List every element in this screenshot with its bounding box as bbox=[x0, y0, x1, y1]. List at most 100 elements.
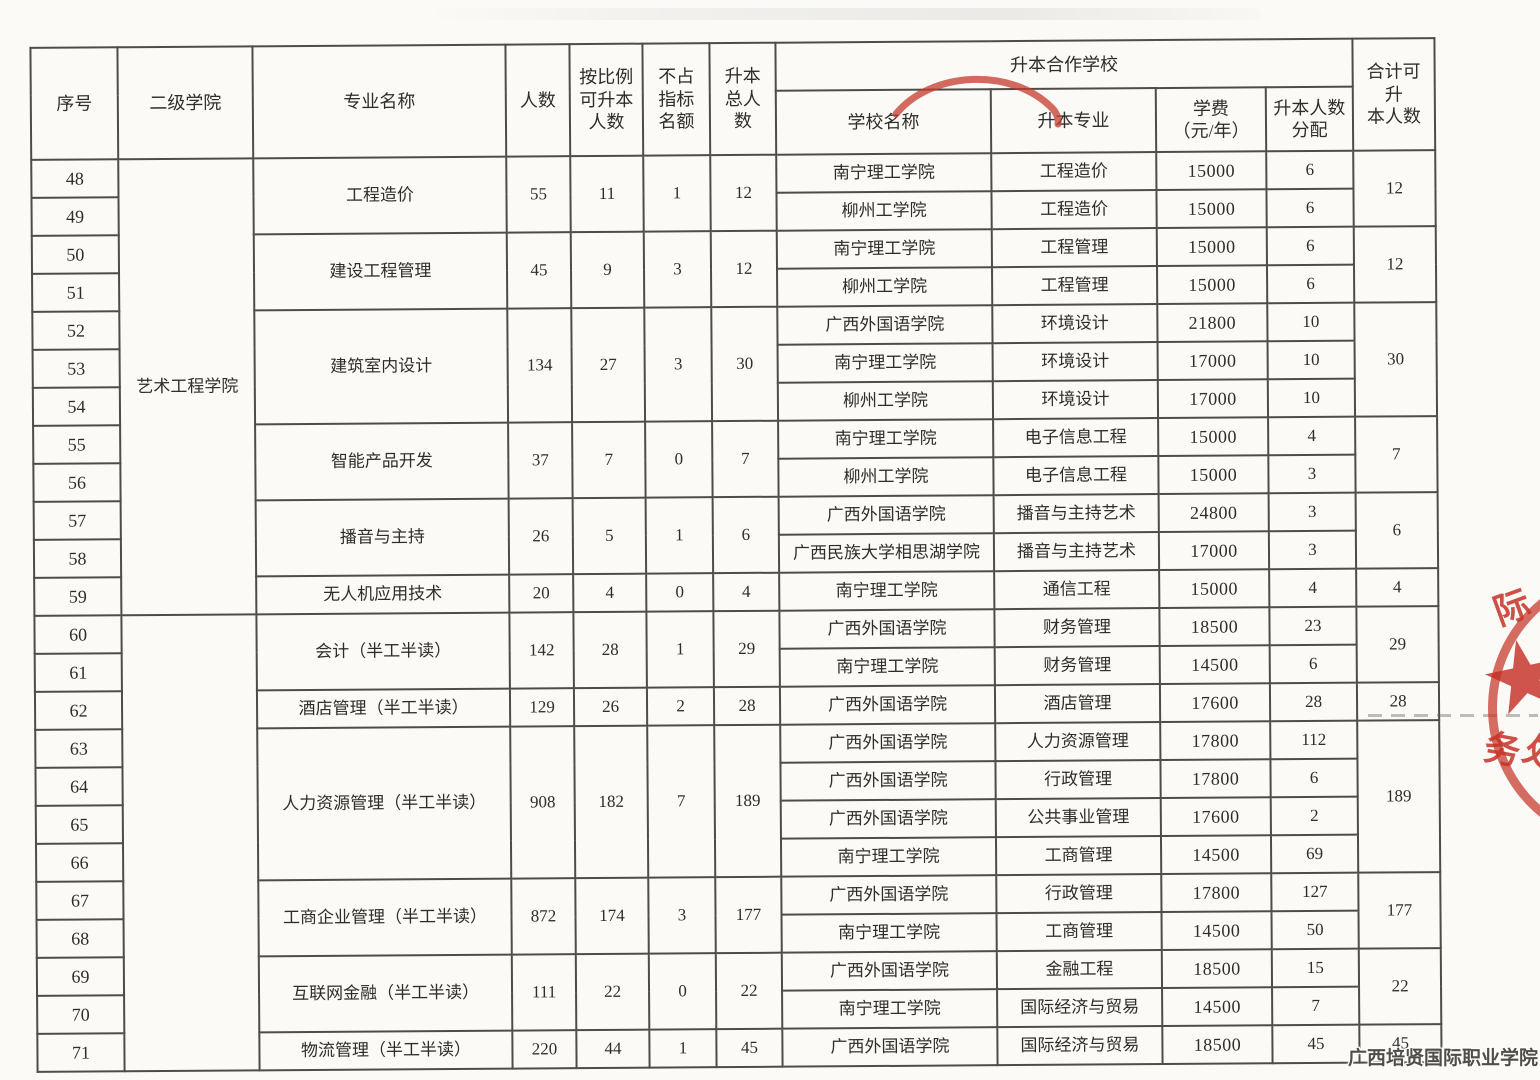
cell-quota: 0 bbox=[645, 421, 713, 498]
cell-no: 63 bbox=[35, 729, 123, 768]
cell-quota: 2 bbox=[646, 687, 715, 726]
header-count: 人数 bbox=[505, 44, 571, 157]
cell-no: 49 bbox=[31, 197, 119, 236]
cell-subtotal: 30 bbox=[711, 306, 779, 422]
stamp-ring-icon bbox=[1488, 568, 1540, 848]
cell-no: 50 bbox=[31, 235, 120, 274]
cell-no: 71 bbox=[37, 1033, 125, 1072]
cell-coop-major: 工程管理 bbox=[991, 228, 1157, 268]
cell-coop-major: 工商管理 bbox=[996, 912, 1162, 952]
cell-ratio: 174 bbox=[575, 877, 649, 955]
cell-alloc: 3 bbox=[1268, 454, 1356, 494]
cell-total: 12 bbox=[1353, 150, 1436, 227]
cell-major: 人力资源管理（半工半读） bbox=[257, 726, 512, 881]
header-college: 二级学院 bbox=[117, 46, 254, 160]
cell-fee: 17600 bbox=[1159, 683, 1271, 723]
cell-alloc: 10 bbox=[1267, 340, 1355, 380]
cell-quota: 0 bbox=[648, 953, 717, 1030]
cell-no: 67 bbox=[36, 881, 124, 920]
cell-ratio: 7 bbox=[572, 421, 646, 499]
cell-quota: 1 bbox=[649, 1029, 717, 1068]
cell-subtotal: 28 bbox=[713, 686, 781, 726]
cell-fee: 18500 bbox=[1162, 1025, 1273, 1065]
header-coop-group: 升本合作学校 bbox=[775, 38, 1353, 91]
cell-alloc: 4 bbox=[1268, 416, 1356, 456]
cell-coop-major: 人力资源管理 bbox=[995, 722, 1161, 762]
cell-no: 60 bbox=[34, 615, 122, 654]
cell-ratio: 5 bbox=[572, 497, 647, 575]
cell-count: 55 bbox=[506, 156, 571, 233]
cell-alloc: 4 bbox=[1269, 568, 1357, 608]
cell-no: 62 bbox=[34, 691, 123, 730]
cell-no: 52 bbox=[32, 311, 120, 350]
cell-fee: 14500 bbox=[1161, 911, 1272, 951]
cell-alloc: 10 bbox=[1267, 302, 1355, 342]
cell-ratio: 27 bbox=[571, 307, 646, 423]
header-school: 学校名称 bbox=[775, 89, 992, 155]
cell-ratio: 4 bbox=[573, 573, 647, 613]
header-quota: 不占 指标 名额 bbox=[642, 43, 711, 156]
cell-ratio: 28 bbox=[573, 611, 647, 689]
cell-coop-major: 财务管理 bbox=[994, 608, 1160, 648]
cell-fee: 18500 bbox=[1159, 607, 1270, 647]
cell-ratio: 44 bbox=[576, 1029, 650, 1069]
stamp-char-chu: 处 bbox=[1517, 728, 1540, 780]
cell-school: 广西外国语学院 bbox=[780, 799, 996, 839]
cell-fee: 14500 bbox=[1160, 835, 1272, 875]
cell-alloc: 10 bbox=[1267, 378, 1356, 418]
cell-no: 70 bbox=[37, 995, 125, 1034]
cell-fee: 24800 bbox=[1158, 493, 1269, 533]
cell-coop-major: 国际经济与贸易 bbox=[997, 1026, 1163, 1066]
cell-school: 广西外国语学院 bbox=[777, 305, 993, 345]
cell-coop-major: 电子信息工程 bbox=[993, 418, 1159, 458]
cell-alloc: 112 bbox=[1270, 720, 1358, 760]
cell-school: 广西外国语学院 bbox=[779, 685, 996, 725]
cell-count: 872 bbox=[511, 878, 576, 955]
cell-school: 南宁理工学院 bbox=[777, 343, 993, 383]
cell-coop-major: 行政管理 bbox=[996, 874, 1162, 914]
cell-major: 无人机应用技术 bbox=[256, 574, 510, 615]
cell-alloc: 23 bbox=[1269, 606, 1357, 646]
cell-count: 111 bbox=[511, 954, 577, 1031]
cell-alloc: 28 bbox=[1269, 682, 1358, 722]
cell-coop-major: 行政管理 bbox=[995, 760, 1161, 800]
cell-alloc: 6 bbox=[1266, 264, 1355, 304]
cell-coop-major: 酒店管理 bbox=[994, 684, 1161, 724]
cell-quota: 1 bbox=[645, 497, 714, 574]
cell-fee: 17600 bbox=[1160, 797, 1271, 837]
promotion-quota-table: 序号 二级学院 专业名称 人数 按比例 可升本 人数 不占 指标 名额 升本 总… bbox=[29, 37, 1442, 1073]
cell-subtotal: 29 bbox=[713, 610, 780, 688]
cell-quota: 3 bbox=[648, 877, 716, 954]
header-total: 合计可升 本人数 bbox=[1352, 38, 1436, 151]
cell-total: 29 bbox=[1356, 606, 1439, 683]
cell-subtotal: 12 bbox=[710, 154, 777, 232]
cell-count: 26 bbox=[508, 498, 574, 575]
cell-fee: 17800 bbox=[1160, 721, 1271, 761]
cell-school: 南宁理工学院 bbox=[778, 419, 994, 459]
cell-major: 工程造价 bbox=[253, 156, 507, 235]
cell-subtotal: 6 bbox=[712, 496, 780, 574]
cell-ratio: 182 bbox=[574, 725, 649, 879]
cell-subtotal: 189 bbox=[714, 724, 782, 878]
cell-coop-major: 工商管理 bbox=[995, 836, 1162, 876]
cell-school: 广西外国语学院 bbox=[782, 1027, 998, 1067]
cell-coop-major: 环境设计 bbox=[992, 342, 1158, 382]
cell-major: 智能产品开发 bbox=[255, 422, 509, 501]
cell-total: 7 bbox=[1355, 416, 1438, 493]
cell-coop-major: 金融工程 bbox=[996, 950, 1163, 990]
cell-count: 220 bbox=[512, 1030, 577, 1069]
cell-no: 57 bbox=[33, 501, 121, 540]
cell-major: 建设工程管理 bbox=[253, 232, 508, 311]
cell-fee: 17000 bbox=[1157, 341, 1268, 381]
cell-alloc: 6 bbox=[1266, 188, 1354, 228]
header-no: 序号 bbox=[30, 47, 119, 160]
cell-major: 物流管理（半工半读） bbox=[259, 1030, 513, 1071]
stamp-char-ji: 际 bbox=[1488, 583, 1536, 633]
cell-fee: 15000 bbox=[1156, 151, 1267, 191]
cell-college bbox=[121, 614, 260, 1072]
cell-count: 142 bbox=[509, 612, 574, 689]
cell-alloc: 6 bbox=[1266, 150, 1354, 190]
cell-no: 51 bbox=[32, 273, 120, 312]
header-ratio: 按比例 可升本 人数 bbox=[569, 43, 644, 157]
cell-alloc: 7 bbox=[1272, 986, 1360, 1026]
